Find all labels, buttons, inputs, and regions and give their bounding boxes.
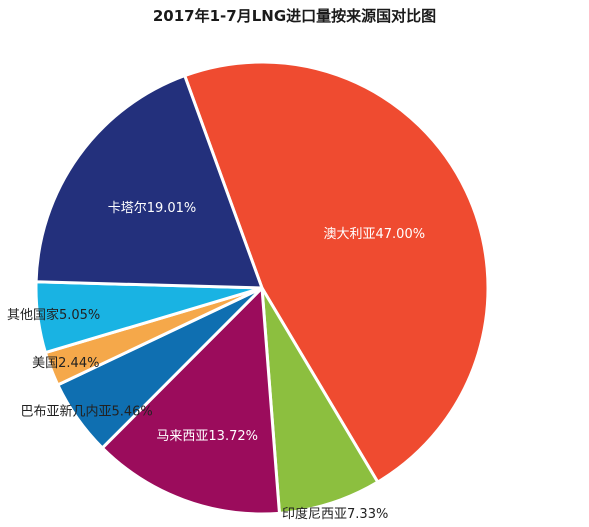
slice-label-4: 美国2.44%	[32, 356, 99, 371]
slice-label-2: 马来西亚13.72%	[156, 429, 258, 444]
chart-title: 2017年1-7月LNG进口量按来源国对比图	[152, 7, 437, 25]
pie-slice-6	[34, 74, 264, 290]
pie-slice-1	[260, 286, 380, 515]
pie-slice-2	[100, 286, 281, 516]
pie-slices	[34, 60, 490, 516]
slice-label-1: 印度尼西亚7.33%	[282, 506, 388, 522]
slice-label-5: 其他国家5.05%	[7, 307, 100, 323]
slice-label-0: 澳大利亚47.00%	[324, 226, 426, 242]
slice-label-6: 卡塔尔19.01%	[108, 201, 197, 216]
slice-labels: 澳大利亚47.00% 印度尼西亚7.33% 马来西亚13.72% 巴布亚新几内亚5.4…	[7, 201, 425, 522]
pie-slice-0	[183, 60, 490, 484]
slice-label-3: 巴布亚新几内亚5.46%	[20, 403, 152, 419]
